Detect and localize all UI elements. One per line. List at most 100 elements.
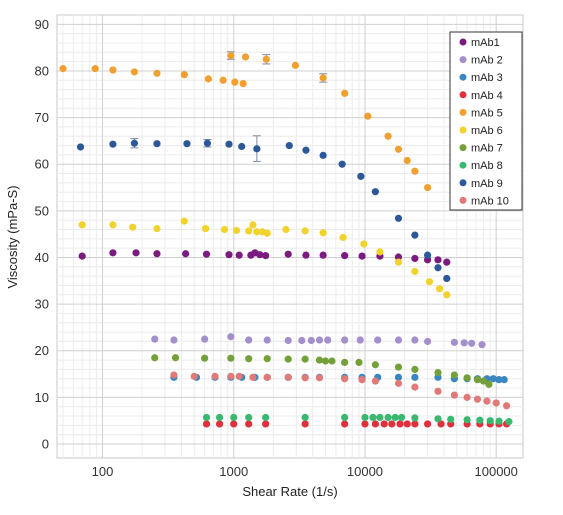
data-point (423, 251, 432, 259)
series-mab-7 (151, 354, 493, 388)
data-point (450, 338, 458, 346)
data-point (153, 224, 161, 233)
data-point (130, 139, 139, 147)
data-point (369, 413, 377, 422)
data-point (225, 251, 233, 259)
y-tick-label: 80 (35, 63, 49, 78)
data-point (435, 285, 444, 293)
data-point (394, 253, 403, 261)
series-mab-9 (76, 139, 451, 283)
data-point (403, 420, 411, 428)
data-point (380, 420, 388, 428)
data-point (263, 355, 271, 363)
data-point (253, 228, 261, 236)
series-mab-8 (202, 413, 513, 426)
y-tick-label: 90 (35, 17, 49, 32)
series-mab-6 (78, 217, 451, 299)
data-point (443, 291, 451, 299)
data-point (204, 75, 212, 83)
data-point (211, 372, 219, 380)
data-point (129, 223, 137, 231)
data-point (447, 415, 455, 423)
data-point (78, 252, 86, 260)
data-point (338, 160, 346, 168)
data-point (394, 258, 403, 266)
data-point (249, 221, 257, 229)
data-point (468, 339, 476, 347)
data-point (227, 51, 235, 60)
data-point (355, 358, 363, 367)
data-point (201, 354, 209, 362)
y-axis-ticks: 0 10 20 30 40 50 60 70 80 90 (35, 17, 49, 452)
data-point (202, 413, 211, 422)
data-point (388, 420, 396, 428)
data-point (503, 402, 511, 410)
data-point (285, 141, 293, 150)
data-point (495, 376, 503, 384)
data-point (227, 372, 235, 380)
data-point (411, 373, 419, 381)
series-mab-5 (59, 51, 432, 192)
series-mab-10 (170, 371, 511, 410)
x-axis-title: Shear Rate (1/s) (242, 484, 337, 499)
legend-label: mAb 8 (471, 160, 503, 172)
data-point (434, 369, 442, 377)
x-tick-label: 1000 (219, 464, 248, 479)
y-tick-label: 40 (35, 250, 49, 265)
data-point (434, 256, 442, 264)
data-point (341, 252, 349, 260)
data-point (339, 233, 347, 242)
data-point (238, 142, 246, 151)
data-point (78, 221, 86, 229)
data-point (170, 371, 178, 379)
data-point (411, 231, 419, 239)
legend-label: mAb1 (471, 37, 500, 49)
x-axis-ticks: 100 1000 10000 100000 (92, 464, 518, 479)
data-point (495, 417, 503, 425)
data-point (341, 336, 349, 344)
data-point (284, 250, 292, 258)
series-mab-2 (151, 333, 486, 349)
data-point (500, 376, 508, 384)
data-point (489, 375, 497, 383)
data-point (361, 413, 369, 422)
data-point (245, 355, 253, 363)
data-point (171, 354, 180, 362)
data-point (341, 358, 349, 367)
data-point (245, 420, 253, 428)
data-point (319, 74, 327, 82)
data-point (245, 336, 253, 344)
data-point (473, 376, 482, 384)
data-point (263, 373, 271, 381)
data-point (411, 414, 419, 422)
data-point (215, 413, 224, 422)
data-point (376, 413, 384, 422)
data-point (153, 140, 161, 148)
data-point (463, 393, 471, 401)
data-point (324, 336, 332, 344)
data-point (371, 361, 379, 369)
data-point (411, 167, 419, 175)
data-point (341, 413, 349, 422)
data-point (423, 337, 432, 346)
data-point (434, 415, 442, 423)
data-point (263, 336, 271, 344)
data-point (180, 71, 188, 79)
data-point (384, 413, 392, 422)
data-point (505, 418, 513, 426)
data-point (357, 172, 365, 180)
data-point (397, 413, 406, 422)
data-point (315, 374, 324, 382)
data-point (284, 373, 292, 381)
legend-marker (459, 161, 467, 169)
legend-label: mAb 7 (471, 143, 503, 155)
data-point (239, 79, 247, 88)
legend-marker (459, 126, 467, 134)
legend-marker (459, 91, 467, 99)
data-point (262, 420, 270, 428)
data-point (394, 379, 403, 387)
data-point (358, 252, 366, 260)
data-point (151, 354, 159, 362)
data-point (411, 254, 419, 263)
